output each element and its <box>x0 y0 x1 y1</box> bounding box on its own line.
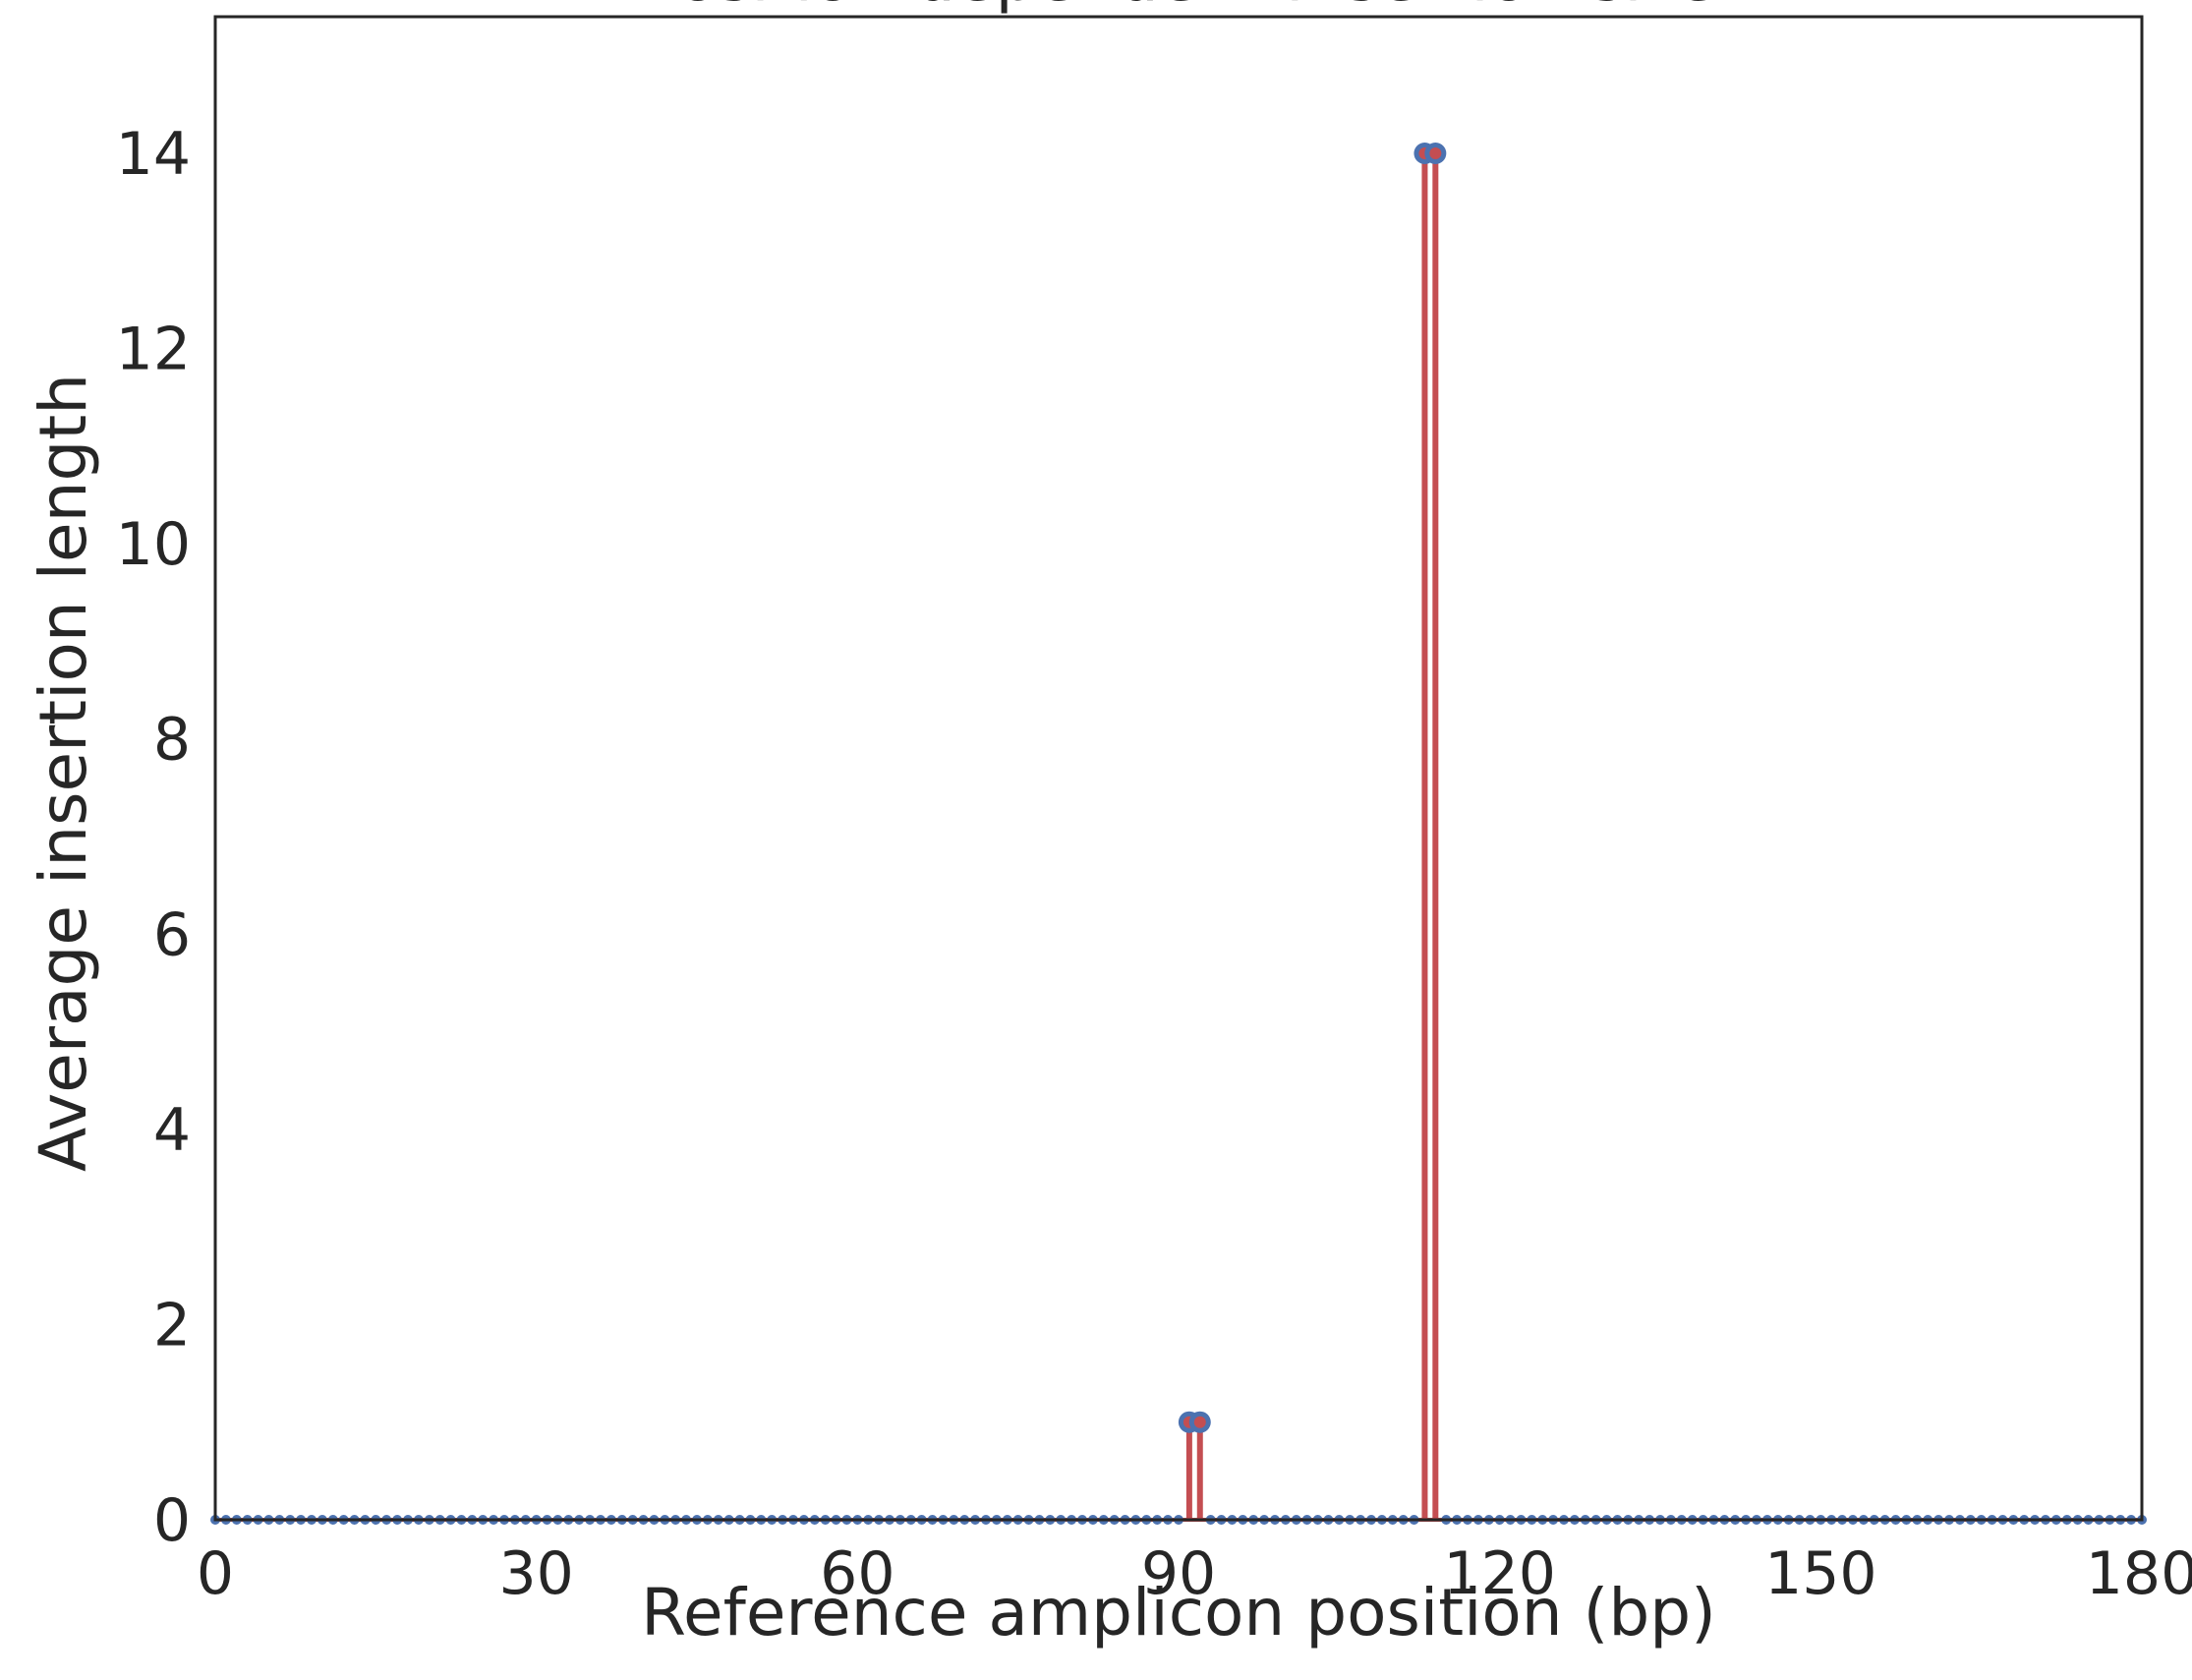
y-tick-label: 2 <box>153 1291 191 1360</box>
y-tick-label: 10 <box>116 510 191 579</box>
x-tick-label: 150 <box>1764 1539 1877 1608</box>
x-axis-label: Reference amplicon position (bp) <box>641 1575 1716 1651</box>
y-tick-label: 14 <box>116 120 191 189</box>
y-tick-label: 8 <box>153 706 191 775</box>
y-tick-label: 6 <box>153 900 191 969</box>
data-point-inner <box>1429 147 1441 159</box>
x-tick-label: 30 <box>498 1539 573 1608</box>
y-tick-label: 4 <box>153 1096 191 1165</box>
y-tick-label: 0 <box>153 1486 191 1555</box>
y-axis-label: Average insertion length <box>26 374 101 1172</box>
y-tick-label: 12 <box>116 316 191 384</box>
x-tick-label: 0 <box>197 1539 234 1608</box>
data-point-inner <box>1194 1417 1206 1428</box>
chart-title: Position dependent insertion size <box>641 0 1716 16</box>
x-tick-label: 180 <box>2086 1539 2192 1608</box>
